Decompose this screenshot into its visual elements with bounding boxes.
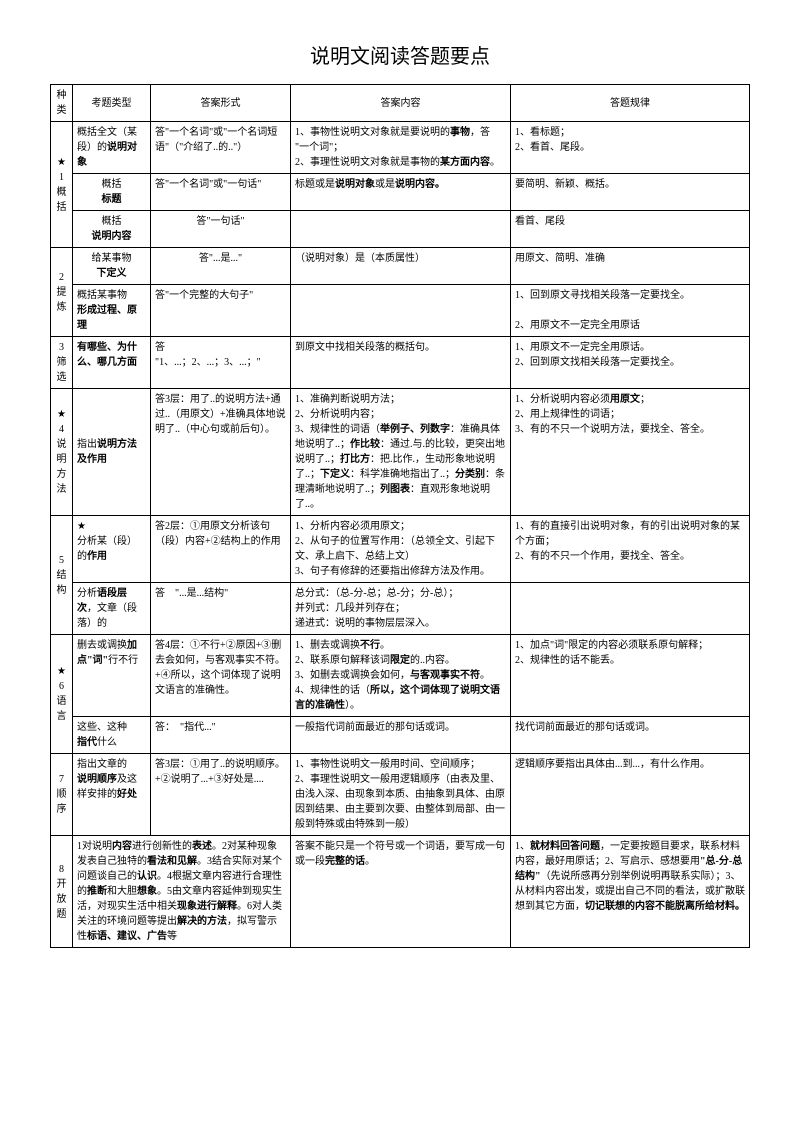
table-cell: 1、加点"词"限定的内容必须联系原句解释；2、规律性的话不能丢。 [511, 635, 750, 717]
table-cell: 1、有的直接引出说明对象，有的引出说明对象的某个方面；2、有的不只一个作用，要找… [511, 516, 750, 583]
table-cell: 答： "指代..." [151, 717, 291, 754]
table-cell [291, 211, 511, 248]
table-cell: 找代词前面最近的那句话或词。 [511, 717, 750, 754]
table-cell: 给某事物下定义 [73, 248, 151, 285]
section-label: 3筛选 [51, 337, 73, 389]
table-cell: 标题或是说明对象或是说明内容。 [291, 174, 511, 211]
table-cell: 逻辑顺序要指出具体由...到...，有什么作用。 [511, 754, 750, 836]
table-cell: 1、就材料回答问题，一定要按题目要求，联系材料内容，最好用原话；2、写启示、感想… [511, 836, 750, 948]
table-cell: 一般指代词前面最近的那句话或词。 [291, 717, 511, 754]
section-label: ★4说明方法 [51, 389, 73, 516]
header-col3: 答案形式 [151, 85, 291, 122]
header-col2: 考题类型 [73, 85, 151, 122]
table-cell: 有哪些、为什么、哪几方面 [73, 337, 151, 389]
table-cell: 1、准确判断说明方法；2、分析说明内容；3、规律性的词语（举例子、列数字：准确具… [291, 389, 511, 516]
header-col4: 答案内容 [291, 85, 511, 122]
section-label: ★1概括 [51, 122, 73, 248]
table-cell: 概括标题 [73, 174, 151, 211]
table-cell: 答案不能只是一个符号或一个词语，要写成一句或一段完整的话。 [291, 836, 511, 948]
table-cell: 到原文中找相关段落的概括句。 [291, 337, 511, 389]
table-cell: 用原文、简明、准确 [511, 248, 750, 285]
table-cell: 答"一句话" [151, 211, 291, 248]
table-cell: 概括某事物形成过程、原理 [73, 285, 151, 337]
table-cell: 概括全文（某段）的说明对象 [73, 122, 151, 174]
table-cell: 概括说明内容 [73, 211, 151, 248]
section-label: 7顺序 [51, 754, 73, 836]
table-cell: 分析语段层次，文章（段落）的 [73, 583, 151, 635]
table-cell: 总分式：（总-分-总；总-分；分-总）；并列式：几段并列存在；递进式：说明的事物… [291, 583, 511, 635]
section-label: ★6语言 [51, 635, 73, 754]
table-cell: 1、事物性说明文对象就是要说明的事物，答"一个词"；2、事理性说明文对象就是事物… [291, 122, 511, 174]
table-cell: 要简明、新颖、概括。 [511, 174, 750, 211]
page-title: 说明文阅读答题要点 [50, 40, 750, 69]
table-cell: 指出说明方法及作用 [73, 389, 151, 516]
table-cell: 答"1、...；2、...；3、...；" [151, 337, 291, 389]
header-col1: 种类 [51, 85, 73, 122]
table-cell: 1、分析说明内容必须用原文；2、用上规律性的词语；3、有的不只一个说明方法，要找… [511, 389, 750, 516]
table-cell [291, 285, 511, 337]
table-cell: 1对说明内容进行创新性的表述。2对某种现象发表自己独特的看法和见解。3结合实际对… [73, 836, 291, 948]
table-cell: 答3层：①用了..的说明顺序。+②说明了...+③好处是.... [151, 754, 291, 836]
table-cell: 答2层：①用原文分析该句（段）内容+②结构上的作用 [151, 516, 291, 583]
section-label: 8开放题 [51, 836, 73, 948]
table-cell: 删去或调换加点"词"行不行 [73, 635, 151, 717]
table-cell: （说明对象）是（本质属性） [291, 248, 511, 285]
table-cell: 这些、这种指代什么 [73, 717, 151, 754]
table-cell: ★分析某（段）的作用 [73, 516, 151, 583]
table-cell: 1、事物性说明文一般用时间、空间顺序；2、事理性说明文一般用逻辑顺序（由表及里、… [291, 754, 511, 836]
main-table: 种类 考题类型 答案形式 答案内容 答题规律 ★1概括 概括全文（某段）的说明对… [50, 84, 750, 948]
table-cell: 答"一个完整的大句子" [151, 285, 291, 337]
table-cell: 看首、尾段 [511, 211, 750, 248]
table-cell: 答 "...是...结构" [151, 583, 291, 635]
table-cell: 1、分析内容必须用原文；2、从句子的位置写作用：（总领全文、引起下文、承上启下、… [291, 516, 511, 583]
table-cell: 答"一个名词"或"一个名词短语"（"介绍了..的.."） [151, 122, 291, 174]
table-cell: 答4层：①不行+②原因+③删去会如何，与客观事实不符。+④所以，这个词体现了说明… [151, 635, 291, 717]
section-label: 2提炼 [51, 248, 73, 337]
table-cell: 指出文章的说明顺序及这样安排的好处 [73, 754, 151, 836]
table-cell: 答"一个名词"或"一句话" [151, 174, 291, 211]
table-cell: 答3层：用了..的说明方法+通过..（用原文）+准确具体地说明了..（中心句或前… [151, 389, 291, 516]
table-cell: 1、回到原文寻找相关段落一定要找全。2、用原文不一定完全用原话 [511, 285, 750, 337]
table-cell: 1、用原文不一定完全用原话。2、回到原文找相关段落一定要找全。 [511, 337, 750, 389]
table-cell [511, 583, 750, 635]
section-label: 5结构 [51, 516, 73, 635]
table-cell: 答"...是..." [151, 248, 291, 285]
table-cell: 1、删去或调换不行。2、联系原句解释该词限定的..内容。3、如删去或调换会如何，… [291, 635, 511, 717]
header-col5: 答题规律 [511, 85, 750, 122]
table-cell: 1、看标题；2、看首、尾段。 [511, 122, 750, 174]
